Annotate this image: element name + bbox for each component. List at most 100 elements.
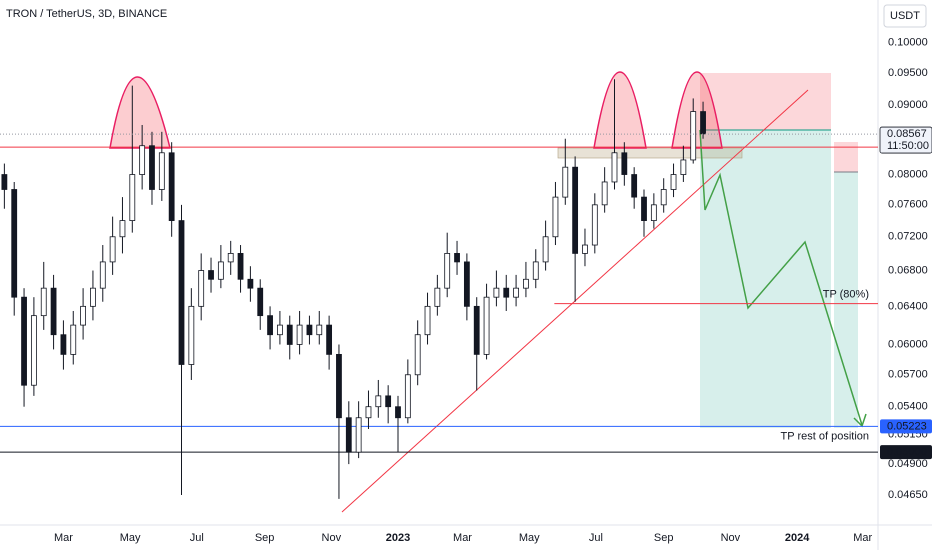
candle-body <box>650 204 657 221</box>
candle-body <box>552 196 559 238</box>
candle-body <box>532 261 539 280</box>
candle-body <box>1 174 8 190</box>
price-mark-label: 0.08567 <box>887 128 927 140</box>
candle-body <box>306 324 313 336</box>
y-tick-label: 0.07600 <box>888 199 928 211</box>
x-tick-label: 2023 <box>386 532 410 544</box>
x-tick-label: Sep <box>654 532 674 544</box>
y-tick-label: 0.06000 <box>888 338 928 350</box>
candle-body <box>50 287 57 336</box>
candle-body <box>582 244 588 254</box>
shoulder-dome <box>109 76 171 149</box>
y-tick-label: 0.05400 <box>888 401 928 413</box>
x-tick-label: Jul <box>589 532 603 544</box>
candle-body <box>247 278 254 289</box>
candle-body <box>631 174 638 198</box>
candle-body <box>21 296 27 386</box>
resistance-zone <box>557 147 743 159</box>
level-label: TP (80%) <box>823 288 869 300</box>
candle-body <box>601 181 608 206</box>
candle-body <box>208 270 214 280</box>
candle-body <box>11 189 18 298</box>
candle-body <box>286 324 293 345</box>
y-tick-label: 0.04650 <box>888 489 928 501</box>
candle-body <box>591 204 598 246</box>
candle-body <box>119 220 126 238</box>
candle-body <box>700 111 706 135</box>
candle-body <box>375 395 382 408</box>
candle-body <box>198 270 205 307</box>
candle-body <box>542 236 549 263</box>
x-tick-label: 2024 <box>785 532 810 544</box>
candle-body <box>336 353 342 419</box>
candle-body <box>660 189 667 206</box>
candle-body <box>493 287 500 298</box>
candle-body <box>641 196 647 221</box>
target-zone <box>834 172 858 428</box>
level-label: TP rest of position <box>781 430 869 442</box>
candle-body <box>690 111 697 161</box>
candle-body <box>90 287 96 307</box>
candle-body <box>523 278 529 289</box>
candle-body <box>395 406 401 419</box>
candle-body <box>424 305 431 336</box>
y-tick-label: 0.09000 <box>888 99 928 111</box>
x-tick-label: Mar <box>853 532 872 544</box>
candle-body <box>237 253 244 280</box>
candle-body <box>454 253 460 263</box>
candle-body <box>257 287 264 317</box>
head-dome <box>593 71 647 149</box>
y-tick-label: 0.08000 <box>888 168 928 180</box>
candle-body <box>227 253 234 263</box>
candle-body <box>296 324 303 345</box>
candle-body <box>414 334 421 376</box>
candle-body <box>680 159 687 175</box>
candle-body <box>463 261 470 307</box>
x-tick-label: Nov <box>322 532 342 544</box>
candle-body <box>503 287 510 298</box>
y-tick-label: 0.06400 <box>888 300 928 312</box>
projection-path <box>699 129 863 426</box>
candle-body <box>188 305 195 365</box>
candle-body <box>99 261 106 289</box>
candle-body <box>277 324 283 336</box>
candle-body <box>404 374 411 419</box>
currency-button[interactable] <box>883 4 927 28</box>
candle-body <box>30 315 37 386</box>
price-mark-label: 0.05223 <box>887 420 927 432</box>
shoulder-dome <box>671 71 723 149</box>
candle-body <box>572 166 579 254</box>
candle-body <box>217 261 224 280</box>
target-zone <box>700 130 831 428</box>
candle-body <box>562 166 569 198</box>
candle-body <box>385 395 392 408</box>
candle-body <box>473 305 480 355</box>
candle-body <box>70 324 77 355</box>
x-tick-label: Jul <box>190 532 204 544</box>
candle-body <box>434 287 441 307</box>
candle-body <box>611 152 618 183</box>
chart-title: TRON / TetherUS, 3D, BINANCE <box>6 8 167 20</box>
candle-body <box>168 152 175 221</box>
currency-label: USDT <box>890 10 920 22</box>
candle-body <box>345 417 352 453</box>
candle-body <box>149 145 155 190</box>
candle-body <box>670 174 677 190</box>
x-tick-label: Sep <box>255 532 275 544</box>
candle-body <box>109 236 116 263</box>
candle-body <box>178 220 185 365</box>
x-tick-label: Mar <box>453 532 472 544</box>
candle-body <box>483 296 490 355</box>
candle-body <box>513 287 519 298</box>
candle-body <box>40 287 47 317</box>
x-tick-label: Mar <box>54 532 73 544</box>
price-mark-box <box>880 445 932 460</box>
y-tick-label: 0.04900 <box>888 458 928 470</box>
y-tick-label: 0.05700 <box>888 369 928 381</box>
candle-body <box>621 152 628 175</box>
y-tick-label: 0.06800 <box>888 264 928 276</box>
candle-body <box>60 334 67 355</box>
x-tick-label: Nov <box>721 532 741 544</box>
price-mark-box <box>879 126 932 154</box>
candle-body <box>267 315 273 336</box>
